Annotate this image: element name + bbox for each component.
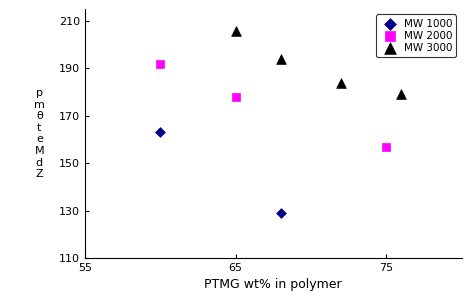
MW 1000	[277, 210, 284, 215]
MW 3000	[337, 80, 345, 85]
MW 2000	[156, 61, 164, 66]
Legend: MW 1000, MW 2000, MW 3000: MW 1000, MW 2000, MW 3000	[375, 14, 456, 57]
MW 3000	[398, 92, 405, 97]
X-axis label: PTMG wt% in polymer: PTMG wt% in polymer	[204, 278, 342, 291]
MW 2000	[232, 94, 239, 99]
MW 3000	[232, 28, 239, 33]
MW 1000	[156, 130, 164, 135]
MW 3000	[277, 56, 284, 61]
Y-axis label: p
m
θ
t
e
M
d
Z: p m θ t e M d Z	[34, 88, 45, 179]
MW 2000	[382, 144, 390, 149]
